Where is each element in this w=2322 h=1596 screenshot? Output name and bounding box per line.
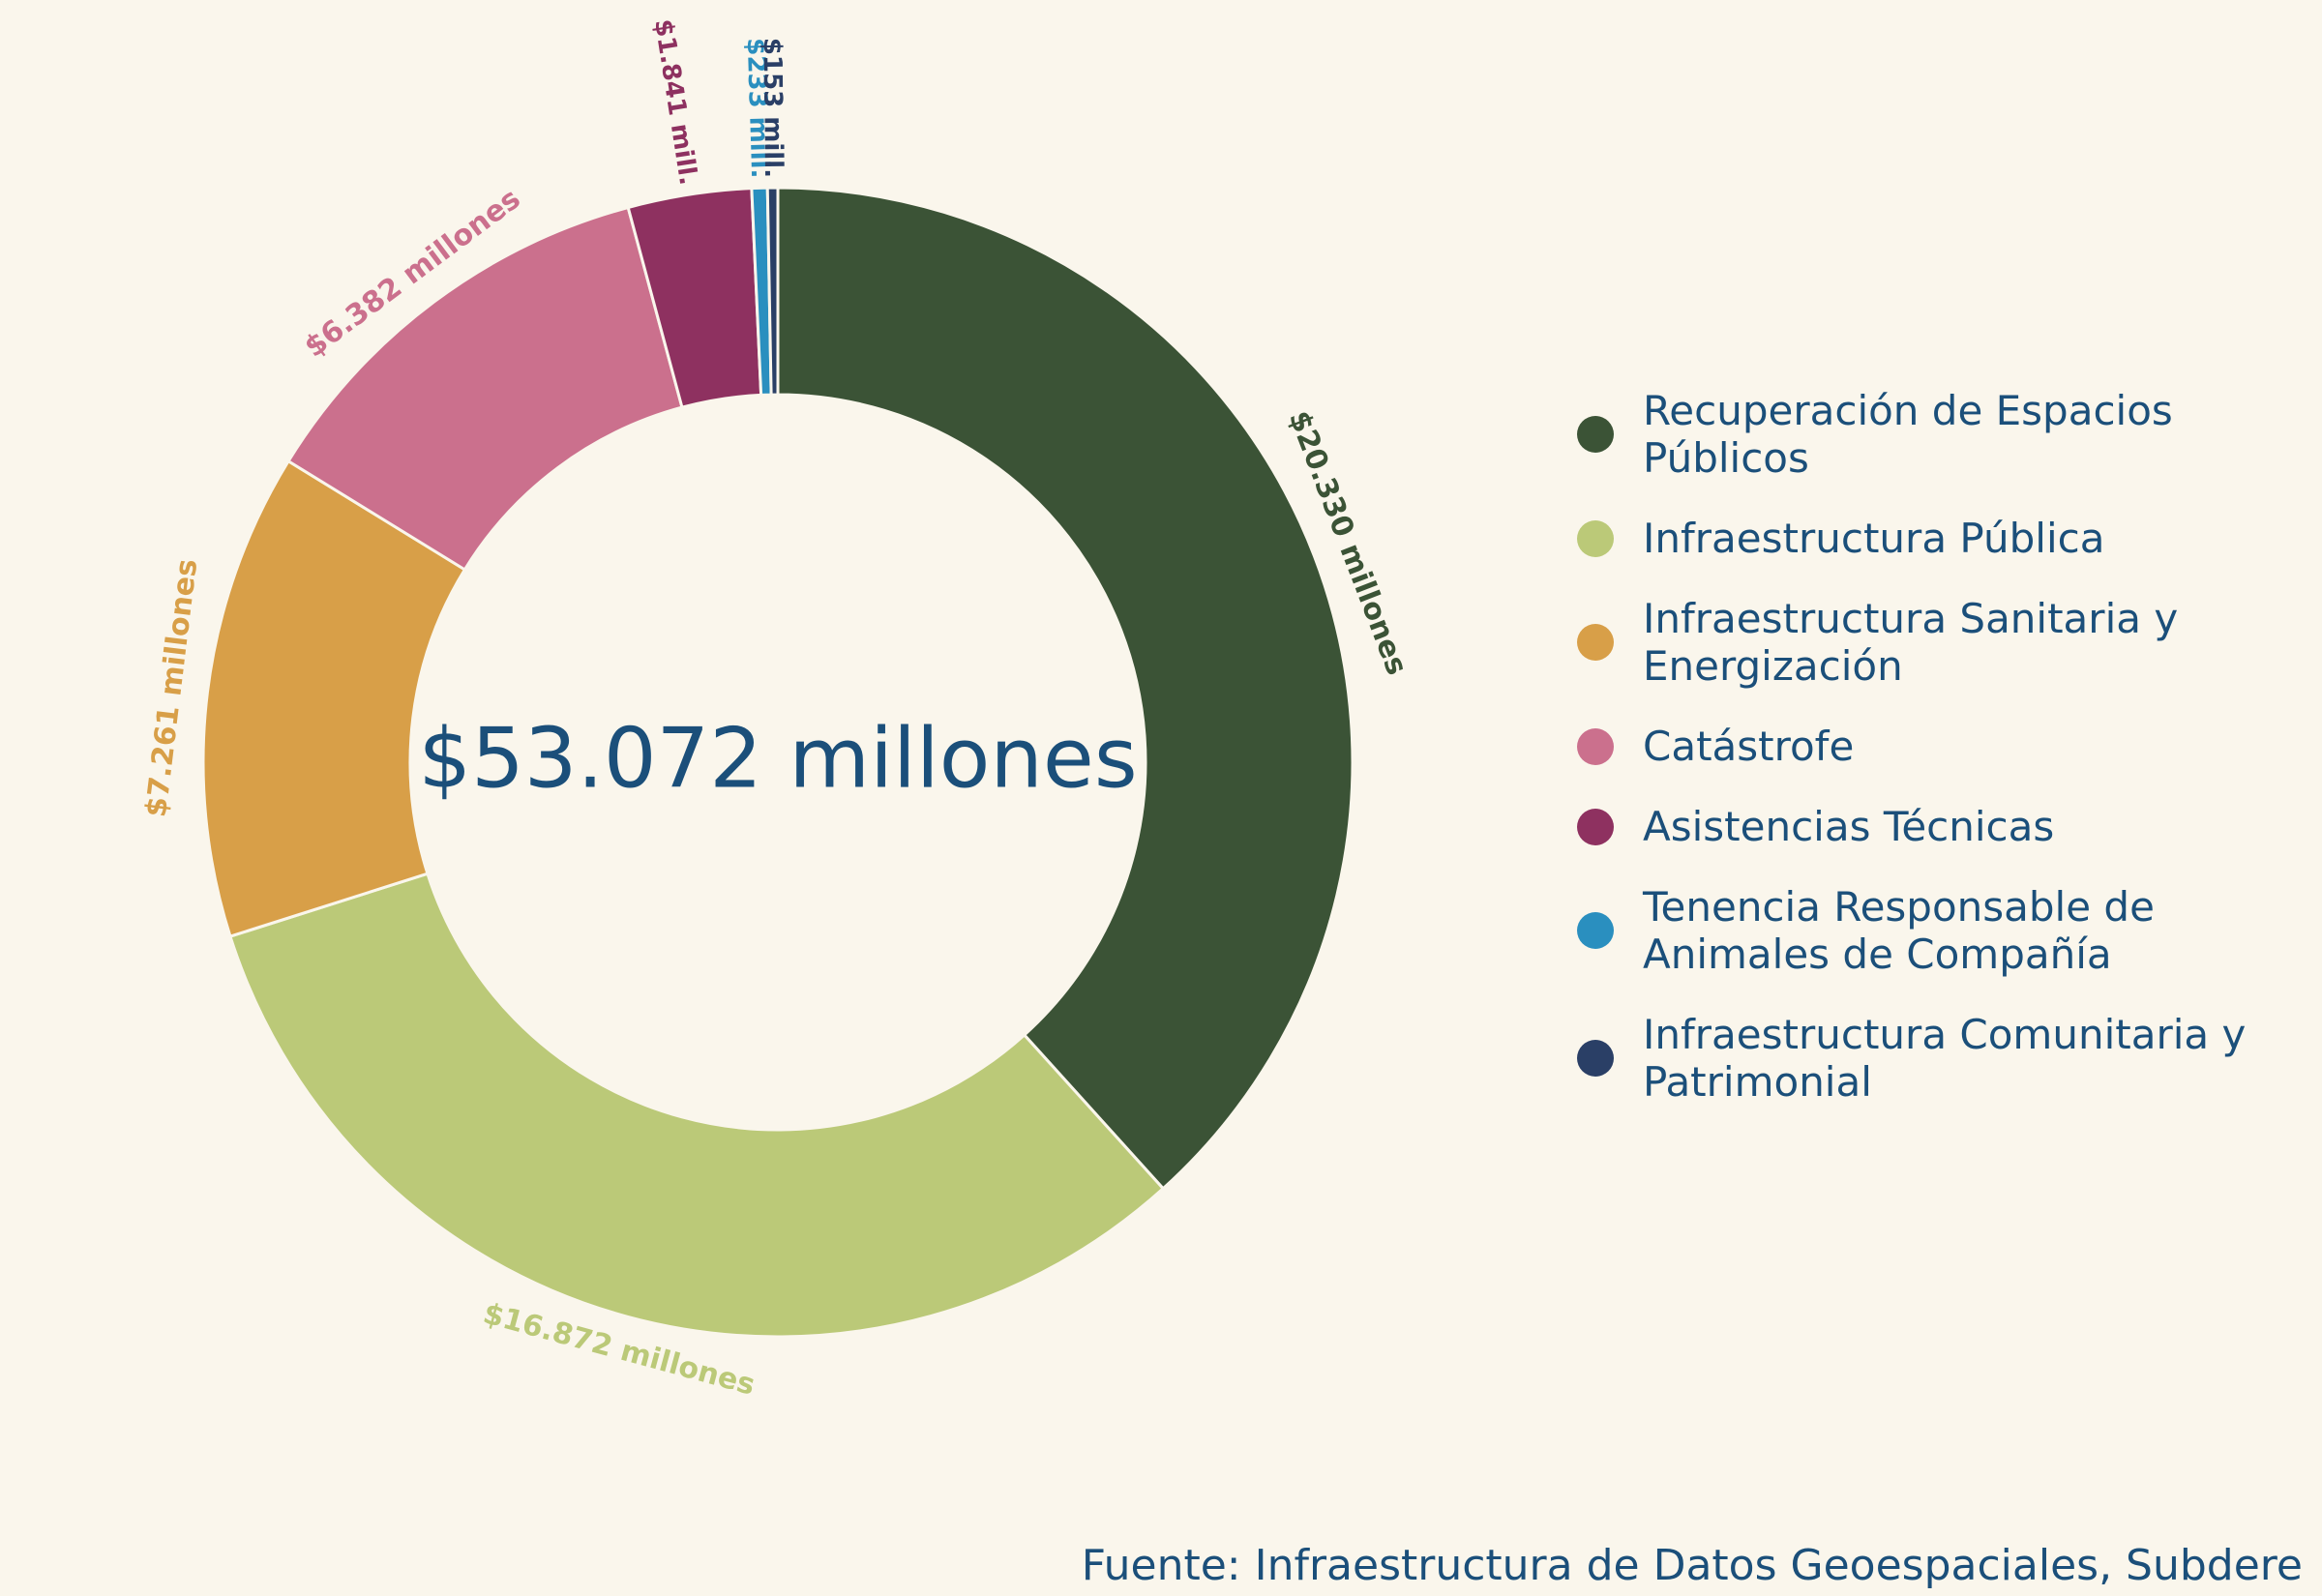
legend-label: Asistencias Técnicas [1643,803,2055,850]
source: Fuente: Infraestructura de Datos Geoespa… [1081,1541,2303,1590]
value-label: $233 mill. [741,38,775,179]
legend-item: Infraestructura Comunitaria y Patrimonia… [1577,1011,2274,1106]
legend-item: Infraestructura Sanitaria y Energización [1577,595,2274,690]
legend: Recuperación de Espacios Públicos Infraes… [1577,387,2274,1138]
legend-swatch [1577,416,1614,453]
legend-item: Asistencias Técnicas [1577,803,2274,850]
value-label: $7.261 millones [139,557,204,819]
value-label: $153 mill. [758,38,788,178]
legend-item: Infraestructura Pública [1577,515,2274,562]
legend-label: Tenencia Responsable de Animales de Comp… [1643,883,2155,978]
donut-segment [765,186,780,397]
donut-segment [201,458,467,938]
legend-label: Infraestructura Comunitaria y Patrimonia… [1643,1011,2247,1106]
legend-label: Recuperación de Espacios Públicos [1643,387,2173,482]
center-label: $53.072 millones [418,710,1137,807]
legend-swatch [1577,808,1614,845]
donut-segment [228,872,1166,1339]
legend-swatch [1577,624,1614,661]
legend-swatch [1577,1040,1614,1077]
legend-swatch [1577,912,1614,949]
legend-label: Catástrofe [1643,723,1855,770]
donut-segment [286,205,684,572]
legend-swatch [1577,519,1614,557]
legend-item: Catástrofe [1577,723,2274,770]
legend-label: Infraestructura Sanitaria y Energización [1643,595,2179,690]
value-label: $1.841 mill. [648,17,702,188]
legend-label: Infraestructura Pública [1643,515,2105,562]
legend-swatch [1577,727,1614,765]
legend-item: Recuperación de Espacios Públicos [1577,387,2274,482]
legend-item: Tenencia Responsable de Animales de Comp… [1577,883,2274,978]
donut-segment [776,186,1354,1191]
chart: $53.072 millones $20.330 millones$16.872… [139,17,1414,1403]
